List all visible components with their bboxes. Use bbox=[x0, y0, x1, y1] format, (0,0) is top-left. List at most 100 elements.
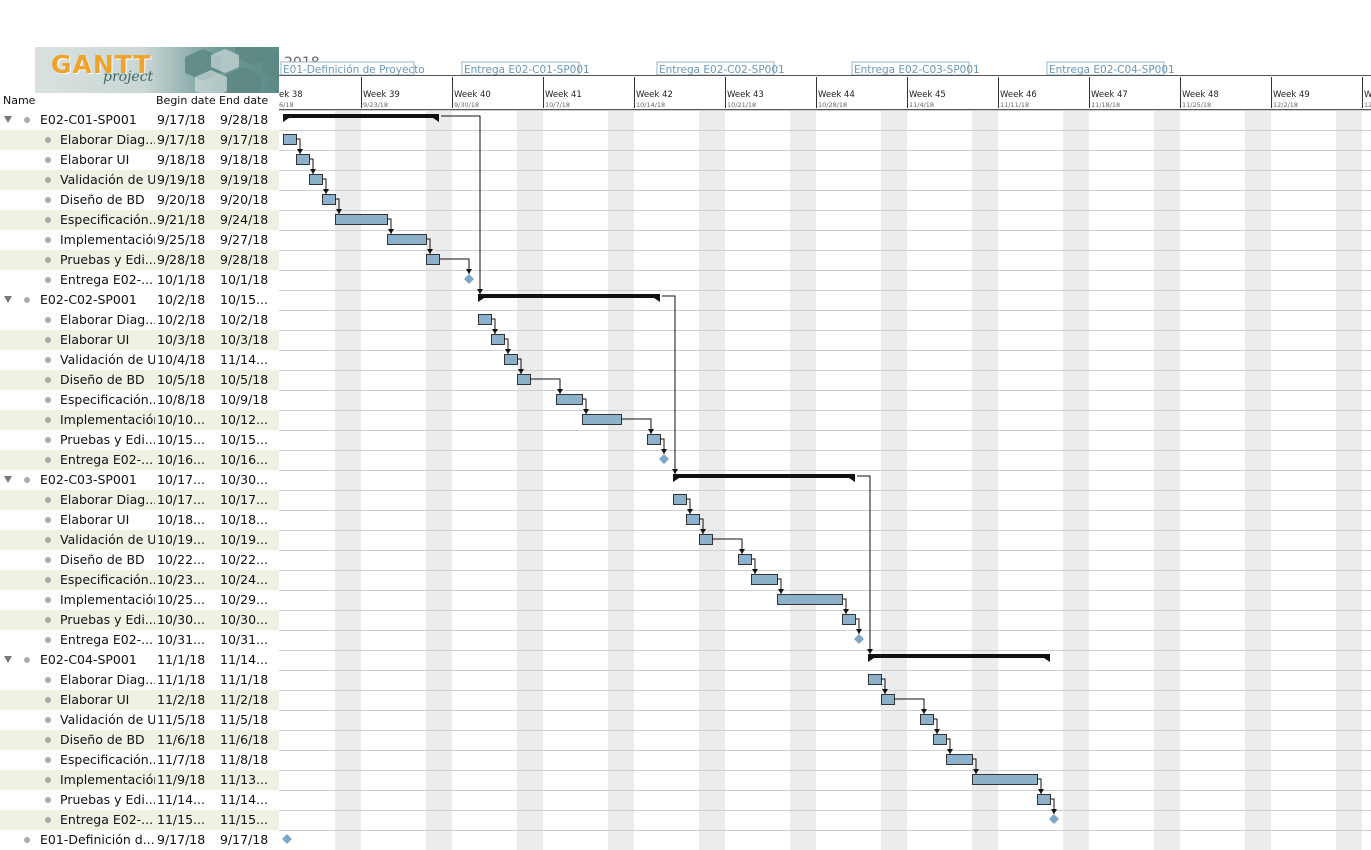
milestone-tag-label[interactable]: Entrega E02-C01-SP001 bbox=[464, 64, 590, 76]
summary-bar[interactable] bbox=[673, 474, 855, 478]
task-end-date[interactable]: 10/15... bbox=[220, 432, 268, 447]
task-name[interactable]: Diseño de BD bbox=[60, 372, 145, 387]
task-end-date[interactable]: 9/17/18 bbox=[220, 832, 269, 847]
task-name[interactable]: Pruebas y Edi... bbox=[60, 252, 155, 267]
task-bar[interactable] bbox=[387, 234, 427, 245]
task-begin-date[interactable]: 9/18/18 bbox=[157, 152, 206, 167]
task-row[interactable]: Validación de UI 11/5/18 11/5/18 bbox=[0, 710, 279, 730]
task-end-date[interactable]: 9/19/18 bbox=[220, 172, 269, 187]
milestone-tag-label[interactable]: Entrega E02-C04-SP001 bbox=[1049, 64, 1175, 76]
task-name[interactable]: Entrega E02-... bbox=[60, 452, 154, 467]
task-row[interactable]: Diseño de BD 9/20/18 9/20/18 bbox=[0, 190, 279, 210]
task-bar[interactable] bbox=[517, 374, 531, 385]
task-row[interactable]: Diseño de BD 11/6/18 11/6/18 bbox=[0, 730, 279, 750]
summary-bar[interactable] bbox=[868, 654, 1050, 658]
milestone-diamond[interactable] bbox=[854, 634, 864, 644]
task-begin-date[interactable]: 9/20/18 bbox=[157, 192, 206, 207]
task-name[interactable]: Entrega E02-... bbox=[60, 632, 154, 647]
task-end-date[interactable]: 10/29... bbox=[220, 592, 268, 607]
task-begin-date[interactable]: 9/17/18 bbox=[157, 132, 206, 147]
task-name[interactable]: Validación de UI bbox=[60, 712, 155, 727]
task-end-date[interactable]: 10/17... bbox=[220, 492, 268, 507]
task-bar[interactable] bbox=[777, 594, 843, 605]
task-begin-date[interactable]: 10/2/18 bbox=[157, 292, 206, 307]
task-name[interactable]: Pruebas y Edi... bbox=[60, 792, 155, 807]
task-end-date[interactable]: 9/20/18 bbox=[220, 192, 269, 207]
task-begin-date[interactable]: 10/8/18 bbox=[157, 392, 206, 407]
task-row[interactable]: Elaborar Diag... 10/17... 10/17... bbox=[0, 490, 279, 510]
task-bar[interactable] bbox=[309, 174, 323, 185]
task-row[interactable]: Elaborar Diag... 9/17/18 9/17/18 bbox=[0, 130, 279, 150]
milestone-diamond[interactable] bbox=[464, 274, 474, 284]
task-row[interactable]: Elaborar Diag... 11/1/18 11/1/18 bbox=[0, 670, 279, 690]
task-row[interactable]: Elaborar UI 10/18... 10/18... bbox=[0, 510, 279, 530]
task-row[interactable]: Entrega E02-... 10/16... 10/16... bbox=[0, 450, 279, 470]
task-begin-date[interactable]: 10/15... bbox=[157, 432, 205, 447]
task-end-date[interactable]: 10/24... bbox=[220, 572, 268, 587]
task-bar[interactable] bbox=[972, 774, 1038, 785]
task-name[interactable]: E02-C03-SP001 bbox=[40, 472, 137, 487]
task-row[interactable]: Implementación 10/10... 10/12... bbox=[0, 410, 279, 430]
task-name[interactable]: Elaborar UI bbox=[60, 692, 130, 707]
task-begin-date[interactable]: 10/3/18 bbox=[157, 332, 206, 347]
task-end-date[interactable]: 10/15... bbox=[220, 292, 268, 307]
task-bar[interactable] bbox=[647, 434, 661, 445]
summary-bar[interactable] bbox=[283, 114, 439, 118]
task-end-date[interactable]: 10/16... bbox=[220, 452, 268, 467]
task-bar[interactable] bbox=[582, 414, 622, 425]
task-row[interactable]: Entrega E02-... 10/31... 10/31... bbox=[0, 630, 279, 650]
task-end-date[interactable]: 10/3/18 bbox=[220, 332, 269, 347]
task-row[interactable]: Elaborar Diag... 10/2/18 10/2/18 bbox=[0, 310, 279, 330]
column-header-end-date[interactable]: End date bbox=[219, 94, 269, 107]
task-name[interactable]: Especificación... bbox=[60, 752, 155, 767]
task-end-date[interactable]: 11/14... bbox=[220, 652, 268, 667]
task-bar[interactable] bbox=[296, 154, 310, 165]
task-begin-date[interactable]: 10/17... bbox=[157, 492, 205, 507]
task-name[interactable]: Entrega E02-... bbox=[60, 812, 154, 827]
task-row[interactable]: Validación de UI 9/19/18 9/19/18 bbox=[0, 170, 279, 190]
task-name[interactable]: Implementación bbox=[60, 232, 155, 247]
task-begin-date[interactable]: 9/17/18 bbox=[157, 112, 206, 127]
task-end-date[interactable]: 9/28/18 bbox=[220, 112, 269, 127]
task-bar[interactable] bbox=[426, 254, 440, 265]
task-name[interactable]: Elaborar UI bbox=[60, 332, 130, 347]
milestone-tag-label[interactable]: Entrega E02-C02-SP001 bbox=[659, 64, 785, 76]
task-row[interactable]: Pruebas y Edi... 9/28/18 9/28/18 bbox=[0, 250, 279, 270]
summary-bar[interactable] bbox=[478, 294, 660, 298]
task-name[interactable]: Validación de UI bbox=[60, 532, 155, 547]
task-row[interactable]: Elaborar UI 11/2/18 11/2/18 bbox=[0, 690, 279, 710]
task-bar[interactable] bbox=[673, 494, 687, 505]
task-end-date[interactable]: 11/2/18 bbox=[220, 692, 269, 707]
task-row[interactable]: Implementación 9/25/18 9/27/18 bbox=[0, 230, 279, 250]
task-group-row[interactable]: E02-C02-SP001 10/2/18 10/15... bbox=[0, 290, 279, 310]
task-name[interactable]: Especificación... bbox=[60, 392, 155, 407]
task-bar[interactable] bbox=[881, 694, 895, 705]
task-bar[interactable] bbox=[283, 134, 297, 145]
expand-collapse-icon[interactable] bbox=[4, 296, 12, 303]
task-row[interactable]: Pruebas y Edi... 10/15... 10/15... bbox=[0, 430, 279, 450]
task-end-date[interactable]: 10/30... bbox=[220, 472, 268, 487]
task-end-date[interactable]: 10/30... bbox=[220, 612, 268, 627]
task-name[interactable]: E01-Definición d... bbox=[40, 832, 155, 847]
task-group-row[interactable]: E02-C03-SP001 10/17... 10/30... bbox=[0, 470, 279, 490]
milestone-diamond[interactable] bbox=[1049, 814, 1059, 824]
task-end-date[interactable]: 11/5/18 bbox=[220, 712, 269, 727]
task-end-date[interactable]: 10/31... bbox=[220, 632, 268, 647]
task-name[interactable]: Diseño de BD bbox=[60, 192, 145, 207]
task-bar[interactable] bbox=[738, 554, 752, 565]
task-end-date[interactable]: 11/13... bbox=[220, 772, 268, 787]
task-bar[interactable] bbox=[322, 194, 336, 205]
task-name[interactable]: Elaborar Diag... bbox=[60, 312, 155, 327]
task-name[interactable]: E02-C02-SP001 bbox=[40, 292, 137, 307]
task-begin-date[interactable]: 10/17... bbox=[157, 472, 205, 487]
task-bar[interactable] bbox=[946, 754, 973, 765]
task-begin-date[interactable]: 11/14... bbox=[157, 792, 205, 807]
task-name[interactable]: Elaborar UI bbox=[60, 512, 130, 527]
task-bar[interactable] bbox=[868, 674, 882, 685]
task-bar[interactable] bbox=[699, 534, 713, 545]
task-name[interactable]: Validación de UI bbox=[60, 172, 155, 187]
task-row[interactable]: Entrega E02-... 11/15... 11/15... bbox=[0, 810, 279, 830]
milestone-tag-label[interactable]: E01-Definición de Proyecto bbox=[283, 64, 425, 76]
